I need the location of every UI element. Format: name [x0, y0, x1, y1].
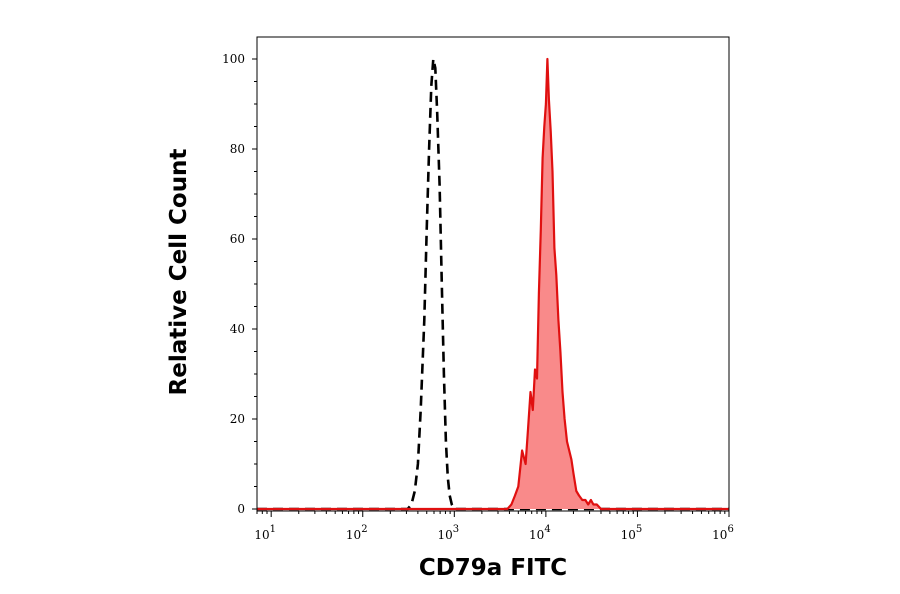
series-layer [257, 57, 729, 511]
x-tick-label: 102 [346, 524, 368, 542]
x-tick-label: 106 [712, 524, 734, 542]
y-tick-label: 60 [230, 232, 245, 246]
series-fill-1 [257, 59, 729, 509]
x-axis-title: CD79a FITC [419, 555, 567, 581]
x-tick-label: 103 [437, 524, 459, 542]
y-tick-label: 20 [230, 412, 245, 426]
y-tick-label: 100 [222, 52, 245, 66]
series-line-0 [257, 57, 729, 511]
y-axis: 0 20 40 60 80 100 [222, 52, 257, 516]
x-tick-exponent: 4 [544, 524, 550, 535]
x-tick-exponent: 5 [636, 524, 642, 535]
x-tick-exponent: 3 [453, 524, 459, 535]
x-tick-label: 101 [254, 524, 276, 542]
plot-area [254, 36, 730, 514]
y-tick-label: 0 [237, 502, 245, 516]
x-axis: 101 102 103 104 105 106 [254, 511, 734, 542]
x-tick-label: 104 [529, 524, 551, 542]
y-tick-label: 80 [230, 142, 245, 156]
plot-frame [256, 36, 730, 512]
x-tick-exponent: 2 [361, 524, 367, 535]
y-minor-ticks [254, 81, 257, 487]
x-minor-ticks [256, 511, 726, 514]
x-tick-exponent: 6 [727, 524, 733, 535]
y-tick-label: 40 [230, 322, 245, 336]
y-axis-title: Relative Cell Count [166, 149, 192, 396]
x-tick-exponent: 1 [270, 524, 276, 535]
series-line-1 [257, 57, 729, 511]
x-tick-label: 105 [621, 524, 643, 542]
